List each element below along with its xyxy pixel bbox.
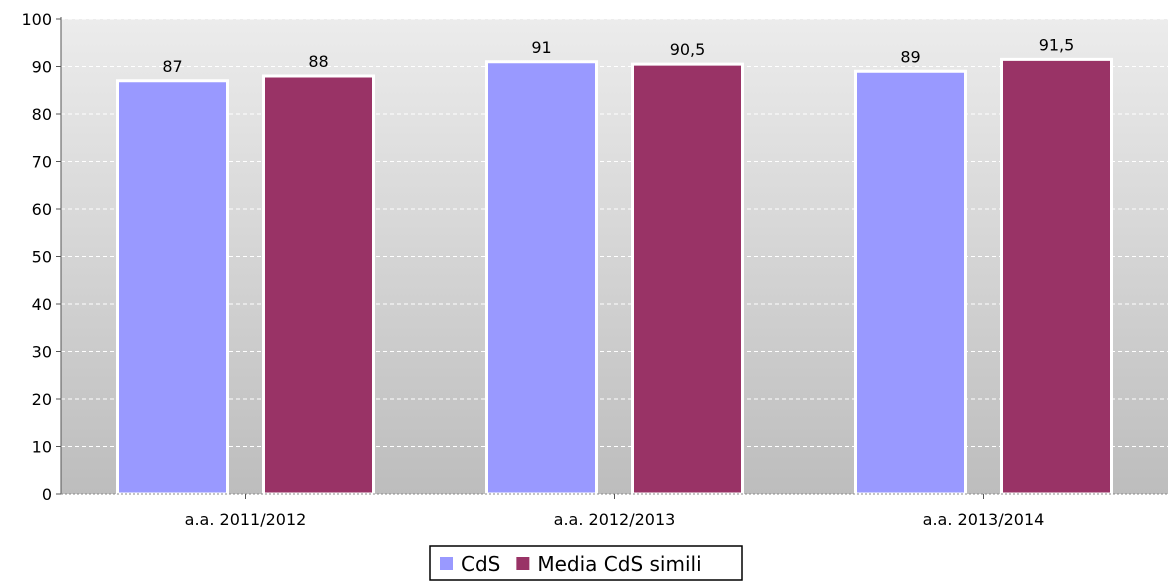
bar-cds [116,79,229,496]
y-tick-label: 10 [32,438,52,457]
bar-cds [485,60,598,496]
bars [116,57,1113,496]
axes: 0 10 20 30 40 50 60 70 80 90 100 a.a. 2011/2012 a.a.… [21,10,1168,529]
legend-swatch [516,557,530,570]
legend-swatch [440,557,453,570]
bar-media-cds-simili [1000,57,1113,496]
data-label: 91 [531,38,551,57]
x-tick-label: a.a. 2011/2012 [185,510,307,529]
y-tick-label: 0 [42,485,52,504]
grid-lines [61,18,1168,447]
y-tick-label: 90 [32,58,52,77]
y-tick-label: 20 [32,390,52,409]
legend-box [429,545,743,581]
x-tick-label: a.a. 2013/2014 [923,510,1045,529]
bar-media-cds-simili [262,74,375,496]
data-label: 88 [308,52,328,71]
legend-label: Media CdS simili [537,552,701,576]
bar-cds [854,69,967,496]
y-tick-label: 80 [32,105,52,124]
y-tick-label: 40 [32,295,52,314]
data-label: 87 [162,57,182,76]
y-tick-label: 100 [21,10,52,29]
legend: CdS Media CdS simili [429,545,743,581]
data-label: 91,5 [1039,35,1075,54]
legend-label: CdS [461,552,500,576]
bar-media-cds-simili [631,62,744,496]
data-label: 90,5 [670,40,706,59]
value-labels: 87 88 91 90,5 89 91,5 [162,35,1074,75]
y-tick-label: 50 [32,248,52,267]
y-tick-label: 70 [32,153,52,172]
x-tick-label: a.a. 2012/2013 [554,510,676,529]
y-tick-label: 30 [32,343,52,362]
data-label: 89 [900,47,920,66]
y-tick-label: 60 [32,200,52,219]
